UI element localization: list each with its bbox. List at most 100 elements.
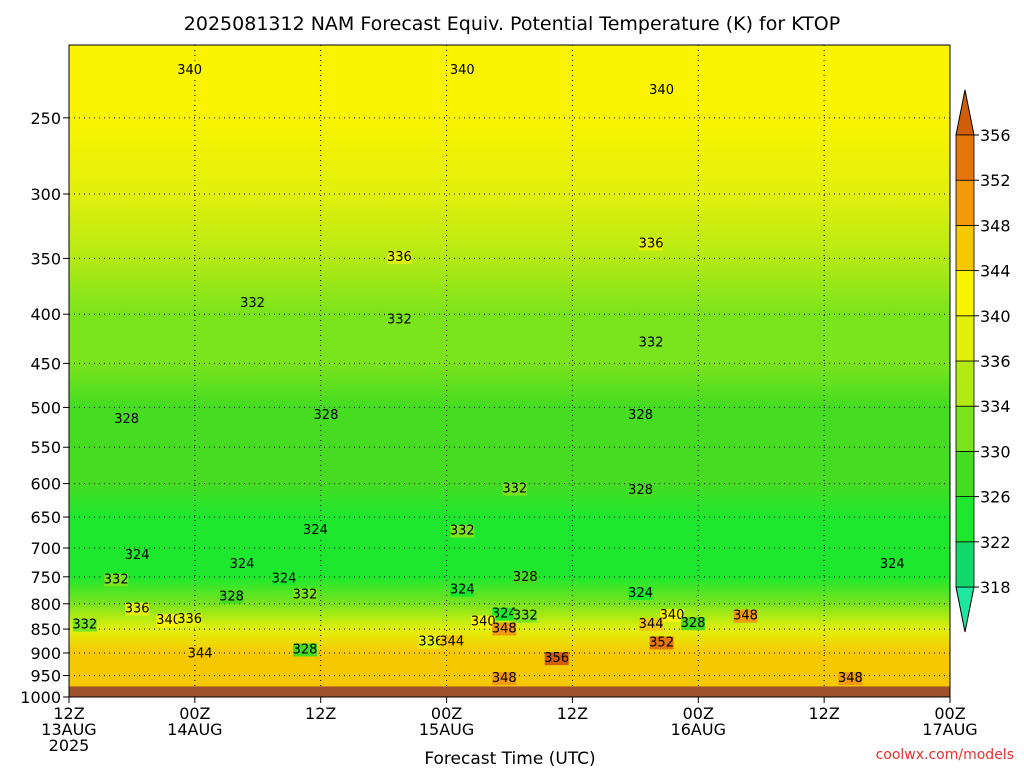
contour-label-bg — [628, 408, 653, 422]
contour-label: 332 — [240, 296, 265, 311]
colorbar: 318 322 326 330 334 336 340 344 348 352 356 — [955, 89, 1011, 633]
x-tick-label-line2: 13AUG — [41, 720, 96, 739]
contour-label: 328 — [314, 408, 339, 423]
contour-label-bg — [492, 672, 517, 686]
colorbar-swatch — [955, 541, 975, 588]
contour-label-bg — [639, 237, 664, 251]
y-tick-label: 600 — [30, 475, 61, 494]
colorbar-tick-label: 318 — [980, 578, 1011, 597]
contour-label: 324 — [492, 607, 517, 622]
contour-label-bg — [649, 636, 674, 650]
contour-label-bg — [188, 647, 213, 661]
x-tick-label-line2: 15AUG — [419, 720, 474, 739]
contour-label: 324 — [303, 523, 328, 538]
x-tick-label-line2: 14AUG — [167, 720, 222, 739]
contour-label: 324 — [230, 557, 255, 572]
colorbar-swatch — [955, 405, 975, 452]
x-tick-label-line3: 2025 — [49, 736, 90, 755]
contour-label: 328 — [513, 570, 538, 585]
contour-label: 332 — [72, 618, 97, 633]
contour-label-bg — [492, 607, 517, 621]
contour-label-bg — [649, 83, 674, 97]
colorbar-swatch — [955, 179, 975, 226]
x-tick-label-line1: 00Z — [683, 704, 714, 723]
contour-label-bg — [125, 602, 150, 616]
contour-label-bg — [156, 614, 181, 628]
colorbar-tick-label: 334 — [980, 397, 1011, 416]
contour-label-bg — [471, 615, 496, 629]
x-tick-label-line1: 12Z — [53, 704, 84, 723]
contour-label: 352 — [649, 635, 674, 650]
contour-label: 332 — [502, 482, 527, 497]
below-ground-area — [69, 686, 950, 697]
contour-label: 340 — [177, 63, 202, 78]
y-tick-label: 950 — [30, 667, 61, 686]
y-tick-label: 1000 — [20, 688, 61, 707]
contour-label: 332 — [387, 312, 412, 327]
y-tick-label: 650 — [30, 508, 61, 527]
y-tick-label: 450 — [30, 354, 61, 373]
contour-label: 344 — [439, 634, 464, 649]
contour-label: 344 — [188, 647, 213, 662]
colorbar-swatch — [955, 315, 975, 362]
contour-label-bg — [125, 549, 150, 563]
theta-e-field — [69, 45, 950, 697]
contour-label-bg — [72, 618, 97, 632]
y-tick-label: 700 — [30, 539, 61, 558]
colorbar-tick-label: 356 — [980, 126, 1011, 145]
contour-label-bg — [513, 571, 538, 585]
contour-label: 332 — [513, 609, 538, 624]
x-tick-label-line1: 12Z — [557, 704, 588, 723]
colorbar-swatch — [955, 450, 975, 497]
contour-label-bg — [639, 618, 664, 632]
contour-label-bg — [177, 613, 202, 627]
contour-label: 340 — [649, 83, 674, 98]
contour-label-bg — [639, 336, 664, 350]
y-tick-label: 900 — [30, 644, 61, 663]
contour-label-bg — [838, 672, 863, 686]
contour-label: 332 — [104, 572, 129, 587]
contour-label: 328 — [628, 483, 653, 498]
contour-label-bg — [303, 524, 328, 538]
x-tick-label-line1: 00Z — [431, 704, 462, 723]
contour-label-bg — [230, 557, 255, 571]
colorbar-swatch — [955, 224, 975, 271]
contour-label-bg — [240, 296, 265, 310]
contour-label: 328 — [681, 616, 706, 631]
contour-label: 340 — [450, 63, 475, 78]
contour-label-bg — [450, 63, 475, 77]
y-tick-label: 350 — [30, 249, 61, 268]
contour-label: 324 — [125, 548, 150, 563]
colorbar-tick-label: 336 — [980, 352, 1011, 371]
contour-label-bg — [660, 609, 685, 623]
colorbar-tick-label: 330 — [980, 442, 1011, 461]
contour-label: 332 — [450, 524, 475, 539]
colorbar-swatch — [955, 360, 975, 407]
x-tick-label-line1: 00Z — [179, 704, 210, 723]
y-axis-ticks: 250 300 350 400 450 500 550 600 650 700 750 800 850 9… — [20, 109, 69, 707]
colorbar-swatch — [955, 270, 975, 317]
x-tick-label-line2: 16AUG — [671, 720, 726, 739]
contour-label: 336 — [418, 634, 443, 649]
contour-label: 324 — [272, 571, 297, 586]
contour-label: 324 — [628, 586, 653, 601]
contour-label-bg — [219, 590, 244, 604]
y-tick-label: 250 — [30, 109, 61, 128]
contour-label-bg — [387, 313, 412, 327]
colorbar-tick-label: 344 — [980, 262, 1011, 281]
contour-label: 340 — [156, 613, 181, 628]
y-tick-label: 750 — [30, 568, 61, 587]
contour-label-bg — [681, 617, 706, 631]
contour-label: 332 — [639, 335, 664, 350]
contour-label-bg — [628, 483, 653, 497]
y-tick-label: 400 — [30, 305, 61, 324]
contour-label-bg — [313, 408, 338, 422]
colorbar-top-arrow — [955, 89, 975, 136]
contour-label-bg — [450, 524, 475, 538]
source-credit: coolwx.com/models — [876, 747, 1014, 763]
colorbar-swatch — [955, 134, 975, 181]
contour-label-bg — [513, 609, 538, 623]
colorbar-tick-label: 322 — [980, 533, 1011, 552]
